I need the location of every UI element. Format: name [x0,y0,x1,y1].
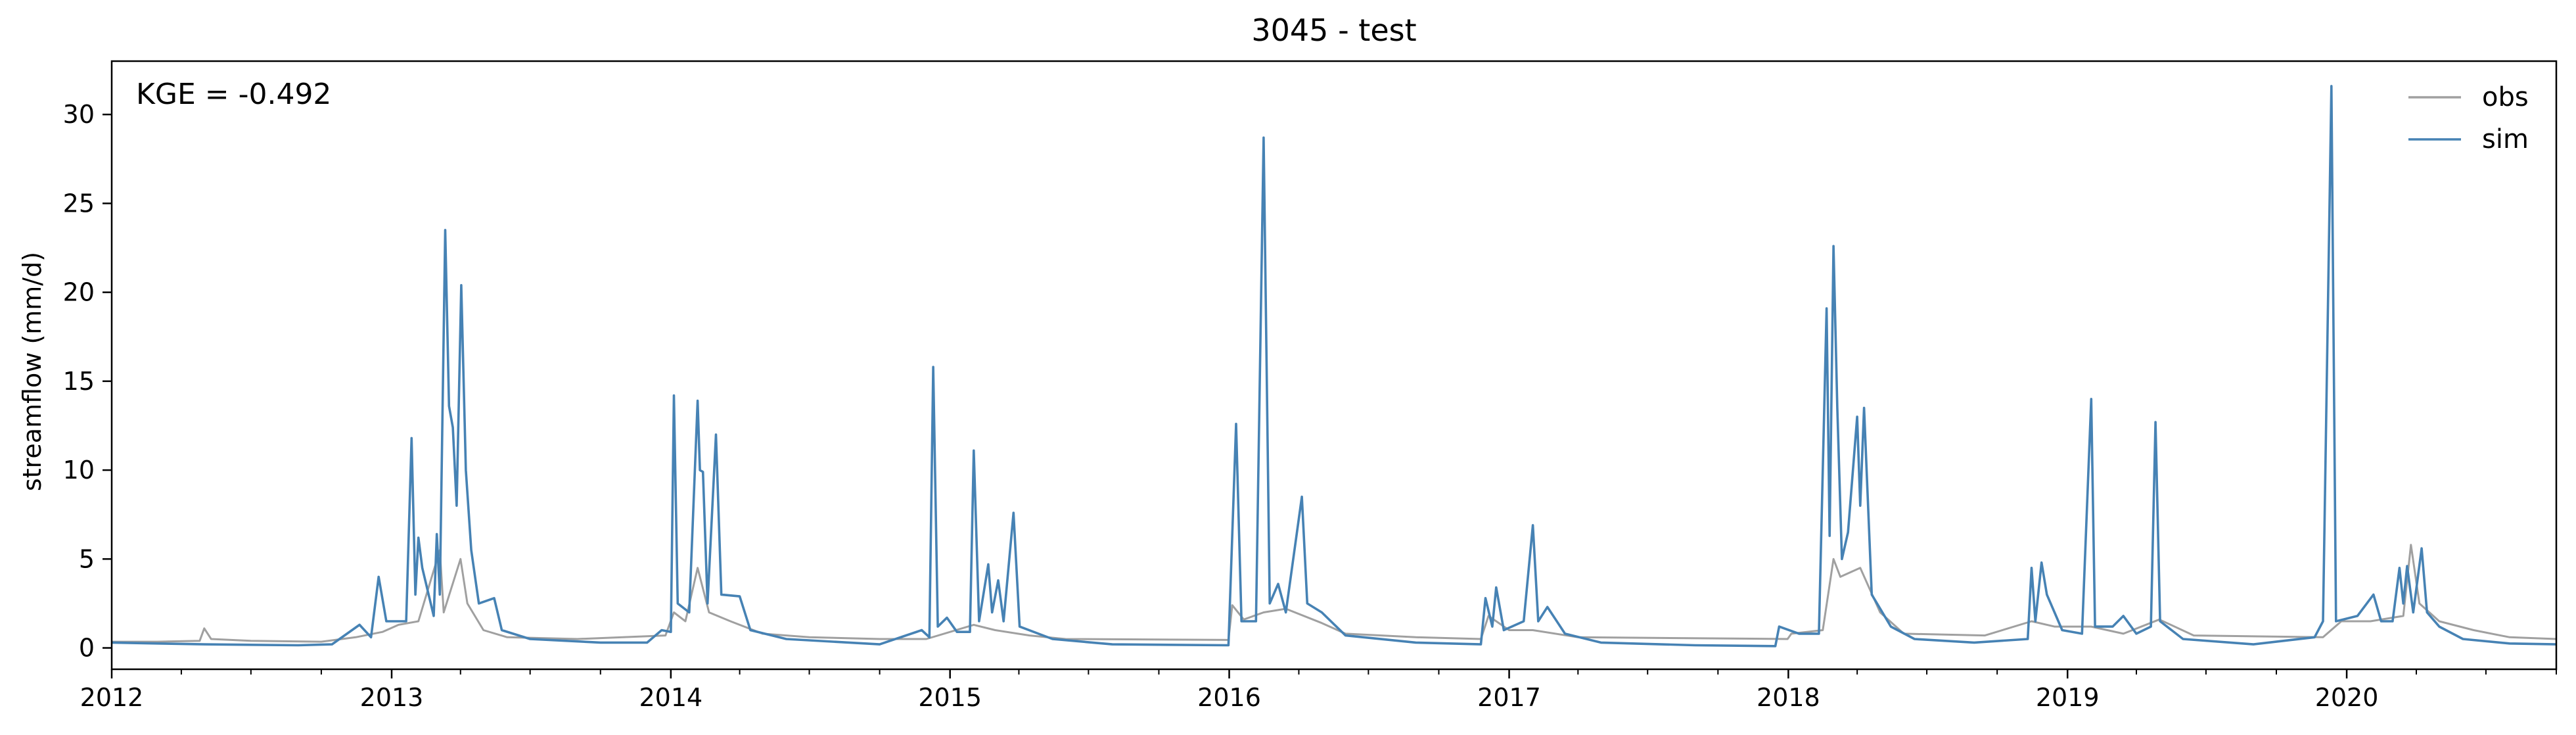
y-tick-label: 10 [63,456,95,485]
y-axis: 0 5 10 15 20 25 30 [63,100,112,663]
x-tick-label: 2012 [80,683,144,712]
x-axis: 2012 2013 2014 2015 2016 2017 2018 2019 2020 [80,669,2557,712]
x-tick-label: 2018 [1757,683,1820,712]
plot-frame [110,60,2558,671]
legend: obs sim [2408,82,2529,154]
y-tick-label: 0 [79,634,95,663]
x-tick-label: 2013 [360,683,424,712]
x-tick-label: 2015 [918,683,982,712]
x-tick-label: 2016 [1197,683,1261,712]
plot-area [110,60,2558,671]
chart-title: 3045 - test [1251,12,1416,48]
y-tick-label: 15 [63,367,95,396]
y-tick-label: 20 [63,278,95,307]
legend-label-obs: obs [2482,82,2529,112]
kge-annotation: KGE = -0.492 [136,78,331,111]
y-tick-label: 5 [79,544,95,573]
legend-label-sim: sim [2482,124,2529,154]
series-line-obs [112,544,2556,643]
series-line-sim [112,85,2556,648]
x-tick-label: 2019 [2036,683,2100,712]
x-tick-label: 2014 [639,683,702,712]
y-tick-label: 30 [63,100,95,129]
x-tick-label: 2017 [1477,683,1541,712]
x-tick-label: 2020 [2315,683,2379,712]
y-tick-label: 25 [63,189,95,218]
y-axis-label: streamflow (mm/d) [18,252,47,491]
